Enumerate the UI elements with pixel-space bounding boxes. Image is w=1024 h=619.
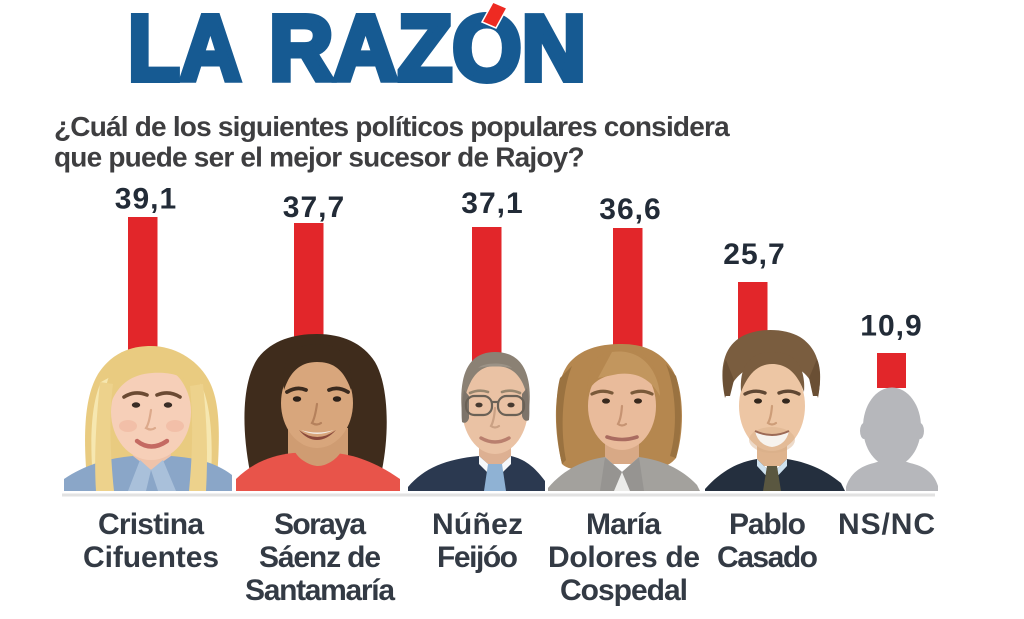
svg-text:Cifuentes: Cifuentes: [83, 541, 219, 574]
svg-text:Sáenz de: Sáenz de: [259, 541, 381, 574]
svg-text:María: María: [586, 508, 661, 541]
svg-text:10,9: 10,9: [860, 310, 922, 343]
svg-text:LA: LA: [128, 0, 241, 100]
svg-text:NS/NC: NS/NC: [838, 508, 935, 541]
svg-text:Casado: Casado: [717, 541, 818, 574]
svg-text:Cristina: Cristina: [98, 508, 204, 541]
svg-text:Dolores de: Dolores de: [548, 541, 700, 574]
svg-text:36,6: 36,6: [599, 193, 661, 226]
svg-text:Feijóo: Feijóo: [437, 541, 518, 574]
svg-text:Santamaría: Santamaría: [245, 574, 395, 607]
svg-text:Pablo: Pablo: [729, 508, 806, 541]
svg-text:Soraya: Soraya: [274, 508, 366, 541]
svg-text:25,7: 25,7: [723, 238, 785, 271]
svg-text:37,1: 37,1: [461, 187, 523, 220]
svg-text:Cospedal: Cospedal: [560, 574, 688, 607]
svg-text:39,1: 39,1: [115, 183, 177, 216]
svg-text:RAZON: RAZON: [269, 0, 586, 100]
svg-text:Núñez: Núñez: [432, 508, 523, 541]
svg-text:que puede ser el mejor sucesor: que puede ser el mejor sucesor de Rajoy?: [54, 142, 584, 173]
svg-text:¿Cuál de los siguientes políti: ¿Cuál de los siguientes políticos popula…: [54, 111, 730, 142]
svg-text:37,7: 37,7: [283, 191, 345, 224]
